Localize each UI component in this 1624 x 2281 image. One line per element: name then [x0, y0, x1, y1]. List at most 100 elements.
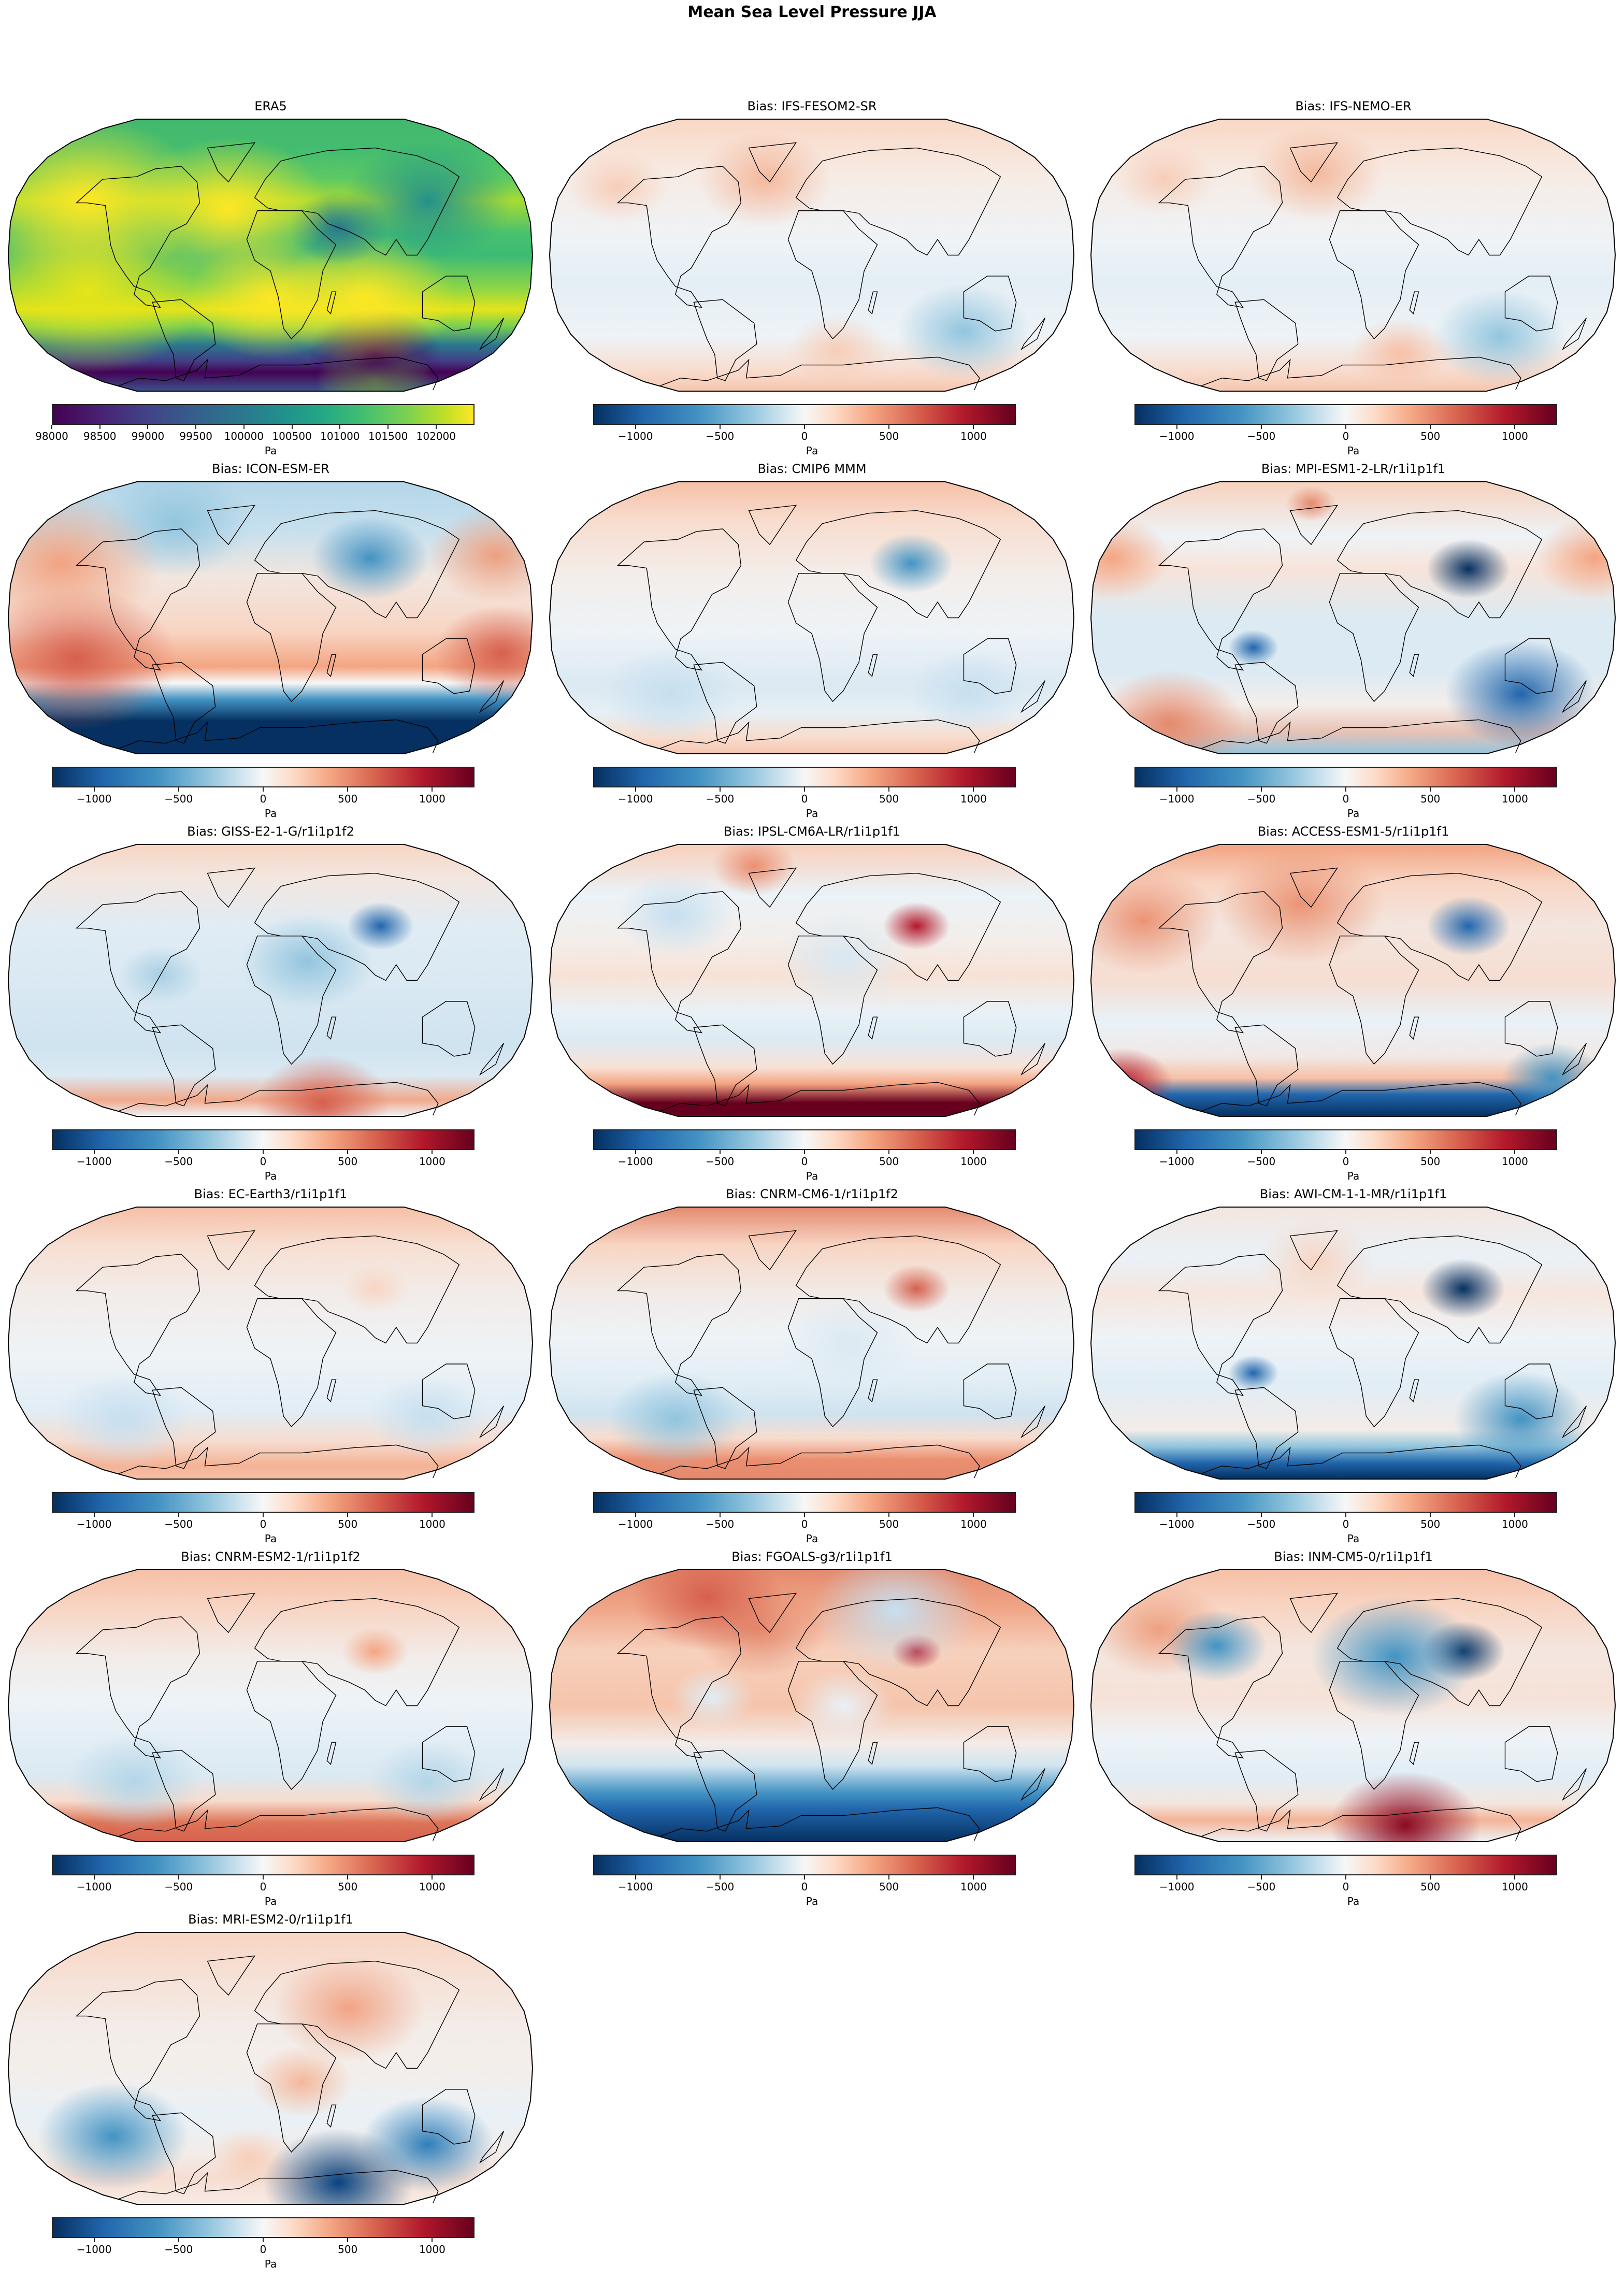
colorbar-tick — [973, 1875, 974, 1880]
colorbar-tick-label: 0 — [1342, 793, 1349, 805]
map-panel-3: Bias: IFS-NEMO-ER — [1083, 98, 1624, 461]
colorbar-ticks: −1000 −500 0 500 1000 — [593, 1150, 1016, 1171]
colorbar-tick — [973, 787, 974, 792]
panel-title: Bias: IPSL-CM6A-LR/r1i1p1f1 — [723, 824, 901, 839]
colorbar-tick — [804, 1150, 805, 1154]
colorbar-tick-label: 0 — [1342, 430, 1349, 442]
colorbar-tick-label: 1000 — [419, 1155, 445, 1168]
map-panel-14: Bias: FGOALS-g3/r1i1p1f1 — [541, 1549, 1083, 1912]
robinson-map — [550, 844, 1074, 1116]
colorbar-tick-label: −500 — [706, 430, 735, 442]
map-panel-10: Bias: EC-Earth3/r1i1p1f1 — [0, 1186, 541, 1549]
colorbar-tick — [432, 1875, 433, 1880]
colorbar-tick-label: 1000 — [419, 1881, 445, 1893]
colorbar-tick-label: 1000 — [960, 1881, 987, 1893]
colorbar-tick-label: −1000 — [76, 1518, 112, 1530]
colorbar-tick-label: 500 — [879, 1881, 899, 1893]
colorbar-tick-label: 500 — [338, 2243, 358, 2256]
robinson-map — [8, 482, 533, 754]
colorbar — [1134, 1855, 1557, 1875]
colorbar-tick — [719, 1150, 721, 1154]
colorbar-tick — [635, 425, 636, 429]
colorbar-tick — [1514, 1875, 1516, 1880]
map-panel-4: Bias: ICON-ESM-ER — [0, 461, 541, 824]
colorbar-tick — [973, 425, 974, 429]
colorbar — [593, 1492, 1016, 1513]
colorbar-tick — [1430, 425, 1431, 429]
colorbar-tick — [973, 1513, 974, 1517]
map-panel-1: ERA5 — [0, 98, 541, 461]
colorbar — [52, 2217, 475, 2238]
colorbar-tick — [1176, 1150, 1177, 1154]
colorbar-tick-label: 1000 — [960, 1155, 987, 1168]
colorbar-tick-label: 1000 — [960, 793, 987, 805]
colorbar-tick — [1430, 1875, 1431, 1880]
colorbar — [52, 1855, 475, 1875]
colorbar-tick — [93, 1875, 95, 1880]
colorbar-tick — [804, 787, 805, 792]
colorbar-tick-label: −500 — [706, 793, 735, 805]
colorbar-tick-label: 1000 — [1501, 793, 1528, 805]
colorbar-tick-label: 500 — [879, 430, 899, 442]
map-panel-15: Bias: INM-CM5-0/r1i1p1f1 — [1083, 1549, 1624, 1912]
colorbar-tick — [339, 425, 341, 429]
colorbar-tick-label: 101500 — [368, 430, 408, 442]
colorbar-tick — [195, 425, 197, 429]
colorbar — [1134, 1129, 1557, 1150]
robinson-map — [8, 119, 533, 391]
colorbar-tick-label: 98000 — [35, 430, 68, 442]
colorbar-label: Pa — [806, 807, 818, 820]
colorbar-tick-label: 500 — [1420, 1881, 1441, 1893]
colorbar-tick-label: −1000 — [1159, 1518, 1195, 1530]
map-panel-2: Bias: IFS-FESOM2-SR — [541, 98, 1083, 461]
colorbar-tick — [432, 1150, 433, 1154]
colorbar-tick-label: 0 — [801, 430, 808, 442]
colorbar-ticks: −1000 −500 0 500 1000 — [593, 425, 1016, 446]
colorbar-tick-label: −1000 — [76, 2243, 112, 2256]
colorbar-ticks: −1000 −500 0 500 1000 — [1134, 1150, 1557, 1171]
colorbar-label: Pa — [806, 1170, 818, 1182]
colorbar-tick-label: 99500 — [179, 430, 212, 442]
map-panel-8: Bias: IPSL-CM6A-LR/r1i1p1f1 — [541, 824, 1083, 1186]
colorbar-tick — [178, 1150, 179, 1154]
robinson-map — [8, 1207, 533, 1479]
colorbar-tick-label: −1000 — [76, 793, 112, 805]
colorbar-tick — [1176, 425, 1177, 429]
colorbar-tick — [719, 787, 721, 792]
panel-title: ERA5 — [254, 99, 287, 113]
colorbar-tick — [178, 1875, 179, 1880]
colorbar-tick-label: 0 — [1342, 1155, 1349, 1168]
colorbar-tick-label: 0 — [801, 1518, 808, 1530]
colorbar-label: Pa — [1347, 807, 1360, 820]
colorbar-tick — [1430, 787, 1431, 792]
colorbar-tick — [1176, 1513, 1177, 1517]
colorbar-tick-label: 100000 — [224, 430, 264, 442]
colorbar-tick — [347, 1513, 349, 1517]
colorbar-tick-label: 0 — [260, 793, 267, 805]
colorbar-ticks: −1000 −500 0 500 1000 — [52, 1875, 475, 1896]
robinson-map — [1091, 1570, 1615, 1842]
colorbar-tick-label: −500 — [1247, 793, 1276, 805]
colorbar-tick — [147, 425, 149, 429]
colorbar-ticks: 98000 98500 99000 99500 100000 100500 101000 10… — [35, 425, 475, 446]
colorbar-tick-label: 102000 — [416, 430, 456, 442]
colorbar — [593, 1129, 1016, 1150]
colorbar-ticks: −1000 −500 0 500 1000 — [1134, 425, 1557, 446]
colorbar-label: Pa — [264, 2258, 277, 2270]
colorbar-tick-label: −1000 — [1159, 430, 1195, 442]
colorbar-tick-label: 500 — [1420, 430, 1441, 442]
colorbar-tick — [178, 1513, 179, 1517]
panel-title: Bias: CMIP6 MMM — [757, 462, 867, 476]
colorbar-tick — [1345, 425, 1346, 429]
colorbar-tick — [1260, 787, 1262, 792]
colorbar-ticks: −1000 −500 0 500 1000 — [52, 1513, 475, 1533]
colorbar-tick-label: −500 — [164, 1881, 193, 1893]
colorbar-tick-label: 0 — [260, 1881, 267, 1893]
colorbar-label: Pa — [264, 1895, 277, 1907]
colorbar — [1134, 404, 1557, 425]
colorbar-tick — [435, 425, 437, 429]
colorbar-ticks: −1000 −500 0 500 1000 — [52, 2238, 475, 2259]
colorbar-tick-label: 0 — [1342, 1518, 1349, 1530]
colorbar-tick — [99, 425, 100, 429]
colorbar-tick-label: −1000 — [1159, 1155, 1195, 1168]
